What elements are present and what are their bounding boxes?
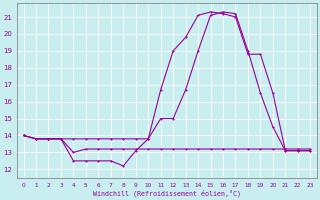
X-axis label: Windchill (Refroidissement éolien,°C): Windchill (Refroidissement éolien,°C) (93, 189, 241, 197)
